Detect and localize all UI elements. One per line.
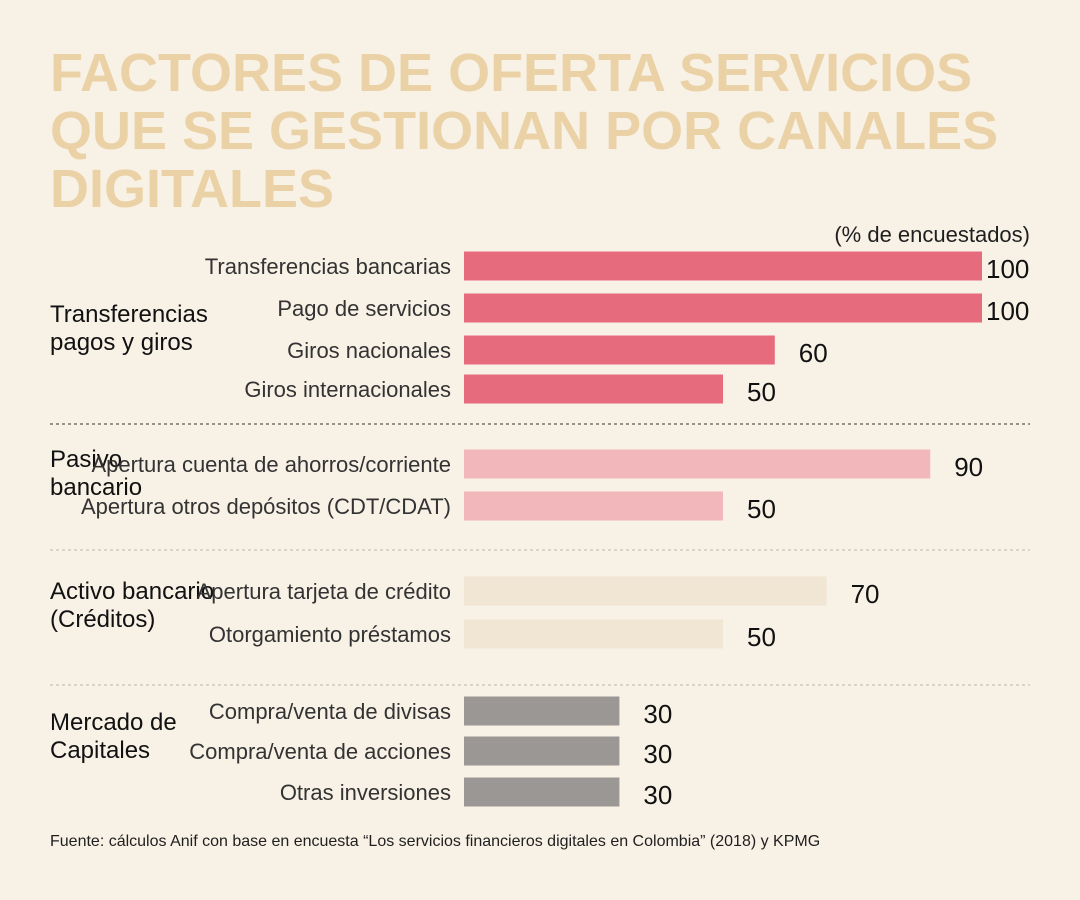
category-label: Giros internacionales	[244, 377, 451, 402]
category-label: Otras inversiones	[280, 780, 451, 805]
bar	[464, 449, 931, 479]
category-label: Apertura tarjeta de crédito	[197, 579, 451, 604]
category-label: Otorgamiento préstamos	[209, 622, 451, 647]
chart-title: FACTORES DE OFERTA SERVICIOS QUE SE GEST…	[50, 44, 1050, 218]
data-label: 100	[986, 296, 1029, 326]
category-label: Compra/venta de divisas	[209, 699, 451, 724]
group-label: Capitales	[50, 737, 150, 764]
data-label: 50	[747, 622, 776, 652]
group-label: Activo bancario	[50, 578, 214, 605]
group-label: pagos y giros	[50, 329, 193, 356]
bar	[464, 576, 827, 606]
bar	[464, 374, 723, 404]
data-label: 50	[747, 494, 776, 524]
category-label: Apertura cuenta de ahorros/corriente	[91, 452, 451, 477]
group-label: Mercado de	[50, 709, 177, 736]
group-label: (Créditos)	[50, 606, 155, 633]
bar	[464, 619, 723, 649]
title-line-2: QUE SE GESTIONAN POR CANALES	[50, 101, 999, 161]
category-label: Giros nacionales	[287, 338, 451, 363]
group-label: bancario	[50, 474, 142, 501]
category-label: Transferencias bancarias	[205, 254, 451, 279]
group-label: Transferencias	[50, 301, 208, 328]
bar	[464, 251, 982, 281]
bar	[464, 736, 620, 766]
data-label: 30	[643, 739, 672, 769]
data-label: 90	[954, 452, 983, 482]
title-line-3: DIGITALES	[50, 159, 335, 219]
data-label: 100	[986, 254, 1029, 284]
bar	[464, 777, 620, 807]
data-label: 70	[851, 579, 880, 609]
data-label: 30	[643, 780, 672, 810]
data-label: 50	[747, 377, 776, 407]
data-label: 30	[643, 699, 672, 729]
bar	[464, 335, 775, 365]
category-label: Apertura otros depósitos (CDT/CDAT)	[81, 494, 451, 519]
bar	[464, 696, 620, 726]
data-label: 60	[799, 338, 828, 368]
category-label: Compra/venta de acciones	[189, 739, 451, 764]
bar	[464, 293, 982, 323]
unit-label: (% de encuestados)	[834, 222, 1030, 247]
source-note: Fuente: cálculos Anif con base en encues…	[50, 833, 821, 850]
bar	[464, 491, 723, 521]
category-label: Pago de servicios	[277, 296, 451, 321]
group-label: Pasivo	[50, 446, 122, 473]
title-line-1: FACTORES DE OFERTA SERVICIOS	[50, 43, 973, 103]
